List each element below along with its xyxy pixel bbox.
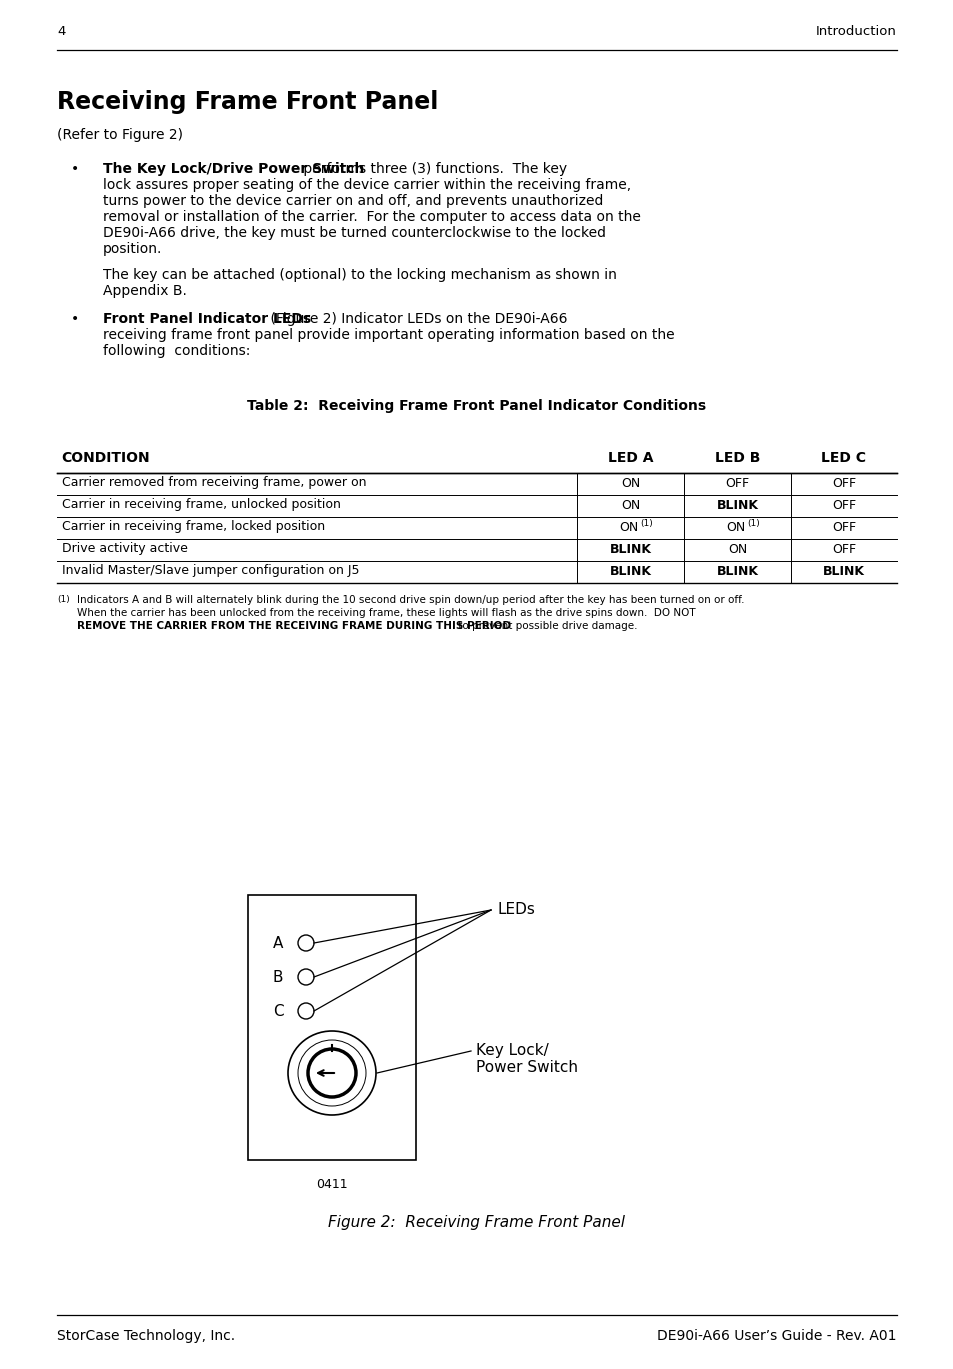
Text: The Key Lock/Drive Power Switch: The Key Lock/Drive Power Switch [103, 162, 364, 177]
Text: position.: position. [103, 242, 162, 256]
Text: ON: ON [725, 522, 744, 534]
Text: B: B [273, 969, 283, 984]
Text: Table 2:  Receiving Frame Front Panel Indicator Conditions: Table 2: Receiving Frame Front Panel Ind… [247, 398, 706, 413]
Text: •: • [71, 312, 79, 326]
Text: ON: ON [727, 543, 746, 556]
Text: BLINK: BLINK [716, 565, 758, 578]
Text: BLINK: BLINK [716, 498, 758, 512]
Text: turns power to the device carrier on and off, and prevents unauthorized: turns power to the device carrier on and… [103, 194, 602, 208]
Text: The key can be attached (optional) to the locking mechanism as shown in: The key can be attached (optional) to th… [103, 268, 617, 282]
Text: Invalid Master/Slave jumper configuration on J5: Invalid Master/Slave jumper configuratio… [62, 564, 359, 576]
Text: (Refer to Figure 2): (Refer to Figure 2) [57, 127, 183, 142]
Text: (Figure 2) Indicator LEDs on the DE90i-A66: (Figure 2) Indicator LEDs on the DE90i-A… [266, 312, 567, 326]
Text: Introduction: Introduction [815, 25, 896, 38]
Text: ON: ON [618, 522, 638, 534]
Text: Power Switch: Power Switch [476, 1060, 578, 1075]
Text: C: C [273, 1003, 283, 1019]
Text: removal or installation of the carrier.  For the computer to access data on the: removal or installation of the carrier. … [103, 209, 640, 225]
Text: A: A [273, 935, 283, 950]
Text: Key Lock/: Key Lock/ [476, 1043, 548, 1058]
Text: REMOVE THE CARRIER FROM THE RECEIVING FRAME DURING THIS PERIOD: REMOVE THE CARRIER FROM THE RECEIVING FR… [77, 622, 511, 631]
Text: OFF: OFF [831, 498, 855, 512]
Text: OFF: OFF [724, 476, 749, 490]
Text: CONDITION: CONDITION [61, 450, 150, 465]
Text: ON: ON [620, 476, 639, 490]
Text: StorCase Technology, Inc.: StorCase Technology, Inc. [57, 1329, 234, 1343]
Text: Drive activity active: Drive activity active [62, 542, 188, 554]
Text: to prevent possible drive damage.: to prevent possible drive damage. [455, 622, 637, 631]
Text: 4: 4 [57, 25, 66, 38]
Text: DE90i-A66 User’s Guide - Rev. A01: DE90i-A66 User’s Guide - Rev. A01 [657, 1329, 896, 1343]
Text: ON: ON [620, 498, 639, 512]
Text: LED A: LED A [607, 450, 653, 465]
Text: LED C: LED C [821, 450, 865, 465]
Text: DE90i-A66 drive, the key must be turned counterclockwise to the locked: DE90i-A66 drive, the key must be turned … [103, 226, 605, 240]
Text: (1): (1) [747, 519, 760, 528]
Text: LEDs: LEDs [497, 902, 536, 917]
Text: BLINK: BLINK [609, 565, 651, 578]
Text: BLINK: BLINK [609, 543, 651, 556]
Text: LED B: LED B [714, 450, 760, 465]
Text: 0411: 0411 [315, 1177, 348, 1191]
Text: Carrier removed from receiving frame, power on: Carrier removed from receiving frame, po… [62, 476, 366, 489]
Text: Indicators A and B will alternately blink during the 10 second drive spin down/u: Indicators A and B will alternately blin… [77, 596, 743, 605]
Bar [248, 895, 416, 1160]
Text: Front Panel Indicator LEDs: Front Panel Indicator LEDs [103, 312, 311, 326]
Text: OFF: OFF [831, 476, 855, 490]
Text: Carrier in receiving frame, unlocked position: Carrier in receiving frame, unlocked pos… [62, 498, 340, 511]
Text: Receiving Frame Front Panel: Receiving Frame Front Panel [57, 90, 438, 114]
Text: lock assures proper seating of the device carrier within the receiving frame,: lock assures proper seating of the devic… [103, 178, 631, 192]
Text: following  conditions:: following conditions: [103, 344, 250, 359]
Text: Figure 2:  Receiving Frame Front Panel: Figure 2: Receiving Frame Front Panel [328, 1216, 625, 1229]
Text: (1): (1) [57, 596, 70, 604]
Text: When the carrier has been unlocked from the receiving frame, these lights will f: When the carrier has been unlocked from … [77, 608, 695, 617]
Text: (1): (1) [639, 519, 653, 528]
Text: Appendix B.: Appendix B. [103, 283, 187, 298]
Text: receiving frame front panel provide important operating information based on the: receiving frame front panel provide impo… [103, 329, 674, 342]
Text: BLINK: BLINK [822, 565, 864, 578]
Text: Carrier in receiving frame, locked position: Carrier in receiving frame, locked posit… [62, 520, 325, 533]
Text: •: • [71, 162, 79, 177]
Text: performs three (3) functions.  The key: performs three (3) functions. The key [298, 162, 566, 177]
Text: OFF: OFF [831, 522, 855, 534]
Text: OFF: OFF [831, 543, 855, 556]
